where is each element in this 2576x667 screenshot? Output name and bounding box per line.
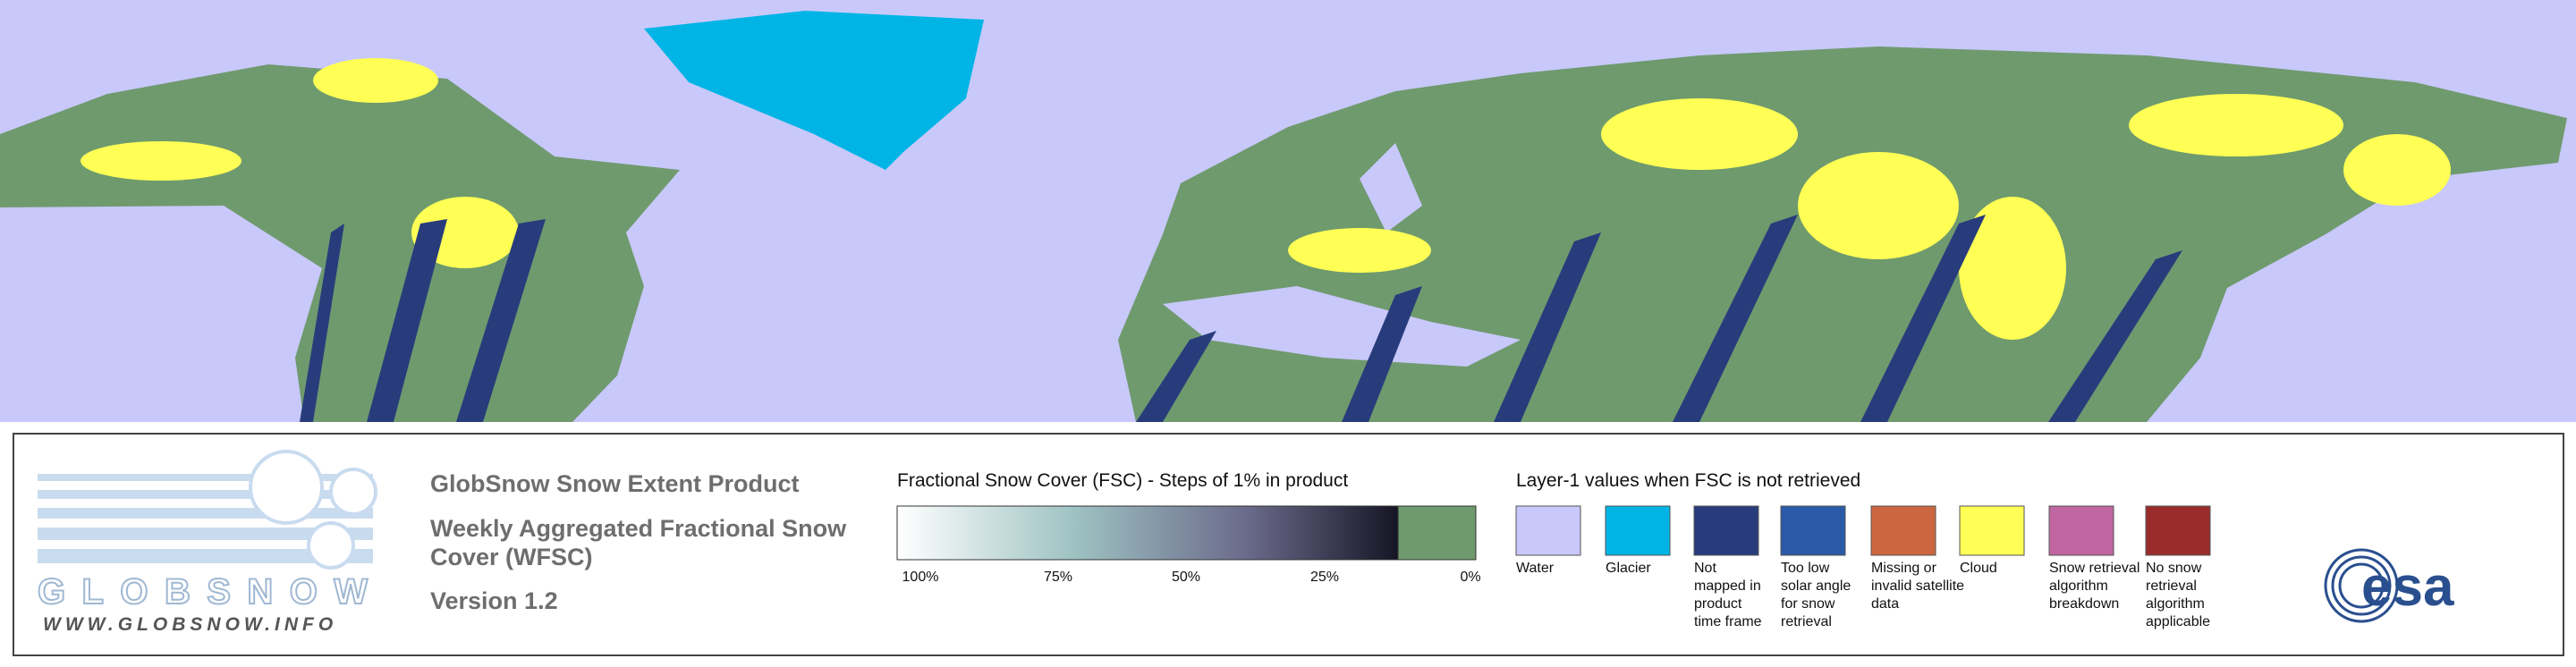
subtitle: Cover (WFSC): [430, 544, 593, 570]
swatch: [1959, 505, 2025, 556]
swatch: [2145, 505, 2211, 556]
swatch-label-line: algorithm: [2146, 596, 2205, 612]
fsc-ticks: 100% 75% 50% 25% 0%: [902, 570, 1481, 585]
swatch-label: Water: [1516, 561, 1555, 576]
swatch-label-line: algorithm: [2049, 578, 2108, 594]
swatch-label-line: solar angle: [1781, 578, 1851, 594]
swatch-label-line: product: [1694, 596, 1742, 612]
layer1-title: Layer-1 values when FSC is not retrieved: [1516, 470, 1860, 491]
esa-text: esa: [2361, 556, 2454, 618]
swatch-label: Not mapped in product time frame: [1694, 561, 1762, 629]
fsc-tick-label: 75%: [1044, 570, 1072, 585]
fsc-title: Fractional Snow Cover (FSC) - Steps of 1…: [897, 470, 1348, 491]
fsc-tick-label: 100%: [902, 570, 939, 585]
fsc-zero: [1397, 505, 1477, 561]
swatch: [2048, 505, 2114, 556]
fsc-tick-label: 25%: [1310, 570, 1339, 585]
title: GlobSnow Snow Extent Product: [430, 470, 800, 497]
swatch-label: Cloud: [1960, 561, 1997, 576]
swatch: [1693, 505, 1759, 556]
greenland: [644, 11, 984, 170]
swatch-label-line: Water: [1516, 561, 1555, 576]
swatch: [1870, 505, 1936, 556]
clouds: [80, 58, 2451, 340]
swatch-label-line: Not: [1694, 561, 1716, 576]
swatch-label-line: Too low: [1781, 561, 1830, 576]
swatch-label-line: retrieval: [2146, 578, 2197, 594]
swatch-label-line: breakdown: [2049, 596, 2119, 612]
fsc-tick-label: 0%: [1460, 570, 1480, 585]
swatch-label-line: data: [1871, 596, 1899, 612]
swatch-label: Snow retrieval algorithm breakdown: [2049, 561, 2140, 612]
swatch: [1605, 505, 1671, 556]
swatch-label: No snow retrieval algorithm applicable: [2146, 561, 2210, 629]
swatch-label-line: time frame: [1694, 614, 1762, 629]
globsnow-logo: GLOBSNOW WWW.GLOBSNOW.INFO: [37, 450, 377, 635]
swatch-label: Missing or invalid satellite data: [1871, 561, 1964, 612]
esa-logo: esa: [2324, 548, 2454, 623]
swatch-label-line: Snow retrieval: [2049, 561, 2140, 576]
baltic: [1360, 143, 1422, 232]
fsc-gradient: [896, 505, 1399, 561]
swatch-label-line: applicable: [2146, 614, 2210, 629]
swatch-label-line: Missing or: [1871, 561, 1937, 576]
unmapped-swaths: [300, 215, 2182, 422]
mediterranean: [1163, 286, 1521, 367]
subtitle: Weekly Aggregated Fractional Snow: [430, 515, 847, 542]
swatch-label-line: Glacier: [1606, 561, 1651, 576]
swatch-label-line: No snow: [2146, 561, 2202, 576]
swatch: [1780, 505, 1846, 556]
logo-url: WWW.GLOBSNOW.INFO: [43, 614, 337, 635]
swatch-label-line: mapped in: [1694, 578, 1761, 594]
swatch-label-line: retrieval: [1781, 614, 1832, 629]
swatch-label: Too low solar angle for snow retrieval: [1781, 561, 1851, 629]
swatch: [1515, 505, 1581, 556]
swatch-label: Glacier: [1606, 561, 1651, 576]
swatch-label-line: for snow: [1781, 596, 1835, 612]
swatch-label-line: invalid satellite: [1871, 578, 1964, 594]
version: Version 1.2: [430, 587, 558, 614]
layer1-items: Water Glacier Not mapped in product time fram…: [1515, 505, 2211, 629]
fsc-tick-label: 50%: [1172, 570, 1200, 585]
swatch-label-line: Cloud: [1960, 561, 1997, 576]
map: [0, 0, 2576, 422]
